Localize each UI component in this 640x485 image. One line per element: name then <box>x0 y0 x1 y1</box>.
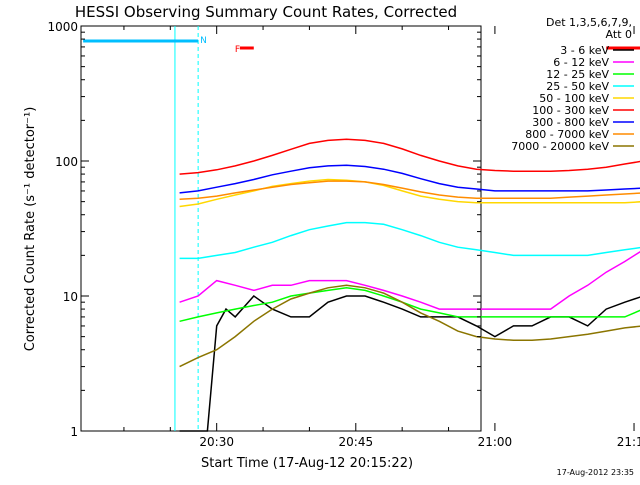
x-tick-label-3: 21:00 <box>478 435 513 449</box>
flag-bars: FN <box>83 36 640 55</box>
y-tick-label-1: 1 <box>70 425 78 439</box>
legend-label-5: 50 - 100 keV <box>539 92 609 105</box>
y-tick-label-2: 10 <box>63 290 78 304</box>
series-lines <box>179 138 640 432</box>
series-line-1 <box>179 295 640 432</box>
y-tick-label-4: 1000 <box>47 20 78 34</box>
plot-frame <box>80 25 482 432</box>
series-line-8 <box>179 180 640 201</box>
legend-label-6: 100 - 300 keV <box>532 104 609 117</box>
legend-label-1: 3 - 6 keV <box>560 44 609 57</box>
legend-label-4: 25 - 50 keV <box>546 80 609 93</box>
legend-header-line-1: Det 1,3,5,6,7,9, <box>546 16 632 29</box>
series-line-7 <box>179 164 640 194</box>
series-line-6 <box>179 138 640 175</box>
legend-label-8: 800 - 7000 keV <box>525 128 609 141</box>
x-tick-label-2: 20:45 <box>339 435 374 449</box>
flag-label-n: N <box>200 36 207 46</box>
plot-area <box>80 25 482 432</box>
series-line-5 <box>179 178 640 208</box>
series-line-3 <box>179 287 640 323</box>
legend-label-3: 12 - 25 keV <box>546 68 609 81</box>
x-tick-label-4: 21:15 <box>617 435 640 449</box>
y-tick-label-3: 100 <box>55 155 78 169</box>
flag-label-f: F <box>235 45 240 55</box>
y-axis-label: Corrected Count Rate (s⁻¹ detector⁻¹) <box>23 107 38 352</box>
legend-label-7: 300 - 800 keV <box>532 116 609 129</box>
legend-label-2: 6 - 12 keV <box>553 56 609 69</box>
series-line-2 <box>179 250 640 310</box>
legend-header-line-2: Att 0 <box>606 28 632 41</box>
chart-title: HESSI Observing Summary Count Rates, Cor… <box>75 3 457 21</box>
vertical-markers <box>174 26 199 431</box>
legend-label-9: 7000 - 20000 keV <box>511 140 609 153</box>
series-line-4 <box>179 221 640 260</box>
x-axis-label: Start Time (17-Aug-12 20:15:22) <box>201 456 413 471</box>
x-tick-label-1: 20:30 <box>199 435 234 449</box>
timestamp: 17-Aug-2012 23:35 <box>557 468 634 477</box>
series-line-9 <box>179 284 640 368</box>
